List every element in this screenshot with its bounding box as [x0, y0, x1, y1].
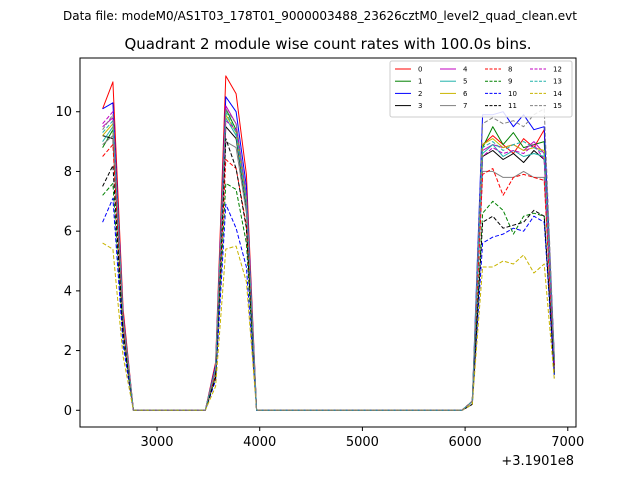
x-tick-label: 5000	[346, 435, 379, 450]
x-tick-label: 3000	[140, 435, 173, 450]
legend-label: 14	[553, 90, 562, 98]
series-line-14	[102, 242, 555, 411]
plot-frame	[79, 57, 577, 428]
legend-label: 12	[553, 66, 562, 74]
legend-label: 3	[418, 102, 422, 110]
series-line-7	[102, 135, 555, 411]
series-line-10	[102, 197, 555, 411]
legend-label: 8	[508, 66, 512, 74]
x-offset-label: +3.1901e8	[501, 454, 574, 469]
series-line-11	[102, 138, 555, 411]
series-line-2	[102, 96, 555, 411]
series-line-9	[102, 182, 555, 411]
legend-label: 7	[463, 102, 467, 110]
legend-label: 9	[508, 78, 512, 86]
series-line-3	[102, 126, 555, 411]
suptitle: Data file: modeM0/AS1T03_178T01_90000034…	[63, 9, 577, 23]
series-line-12	[102, 111, 555, 411]
x-tick-label: 4000	[243, 435, 276, 450]
y-tick-label: 10	[55, 105, 72, 120]
series-line-15	[102, 108, 555, 411]
legend-label: 6	[463, 90, 468, 98]
legend-box	[389, 60, 573, 118]
y-tick-label: 4	[64, 284, 72, 299]
x-tick-label: 7000	[551, 435, 584, 450]
legend-label: 13	[553, 78, 562, 86]
y-tick-label: 6	[64, 225, 72, 240]
legend-label: 2	[418, 90, 422, 98]
plot-lines	[102, 75, 555, 411]
series-line-13	[102, 111, 555, 411]
legend-label: 0	[418, 66, 422, 74]
series-line-0	[102, 75, 555, 411]
legend-label: 10	[508, 90, 517, 98]
legend-label: 4	[463, 66, 468, 74]
y-axis: 0 2 4 6 8 10	[55, 105, 80, 419]
series-line-8	[102, 144, 555, 411]
legend-label: 1	[418, 78, 422, 86]
series-line-6	[102, 114, 555, 411]
legend-label: 11	[508, 102, 517, 110]
legend-label: 5	[463, 78, 467, 86]
x-axis: 3000 4000 5000 6000 7000	[140, 427, 584, 450]
x-tick-label: 6000	[449, 435, 482, 450]
series-line-5	[102, 117, 555, 411]
series-line-4	[102, 105, 555, 411]
legend-label: 15	[553, 102, 562, 110]
y-tick-label: 8	[64, 165, 72, 180]
chart-title: Quadrant 2 module wise count rates with …	[124, 35, 531, 53]
y-tick-label: 2	[64, 344, 72, 359]
y-tick-label: 0	[64, 404, 72, 419]
